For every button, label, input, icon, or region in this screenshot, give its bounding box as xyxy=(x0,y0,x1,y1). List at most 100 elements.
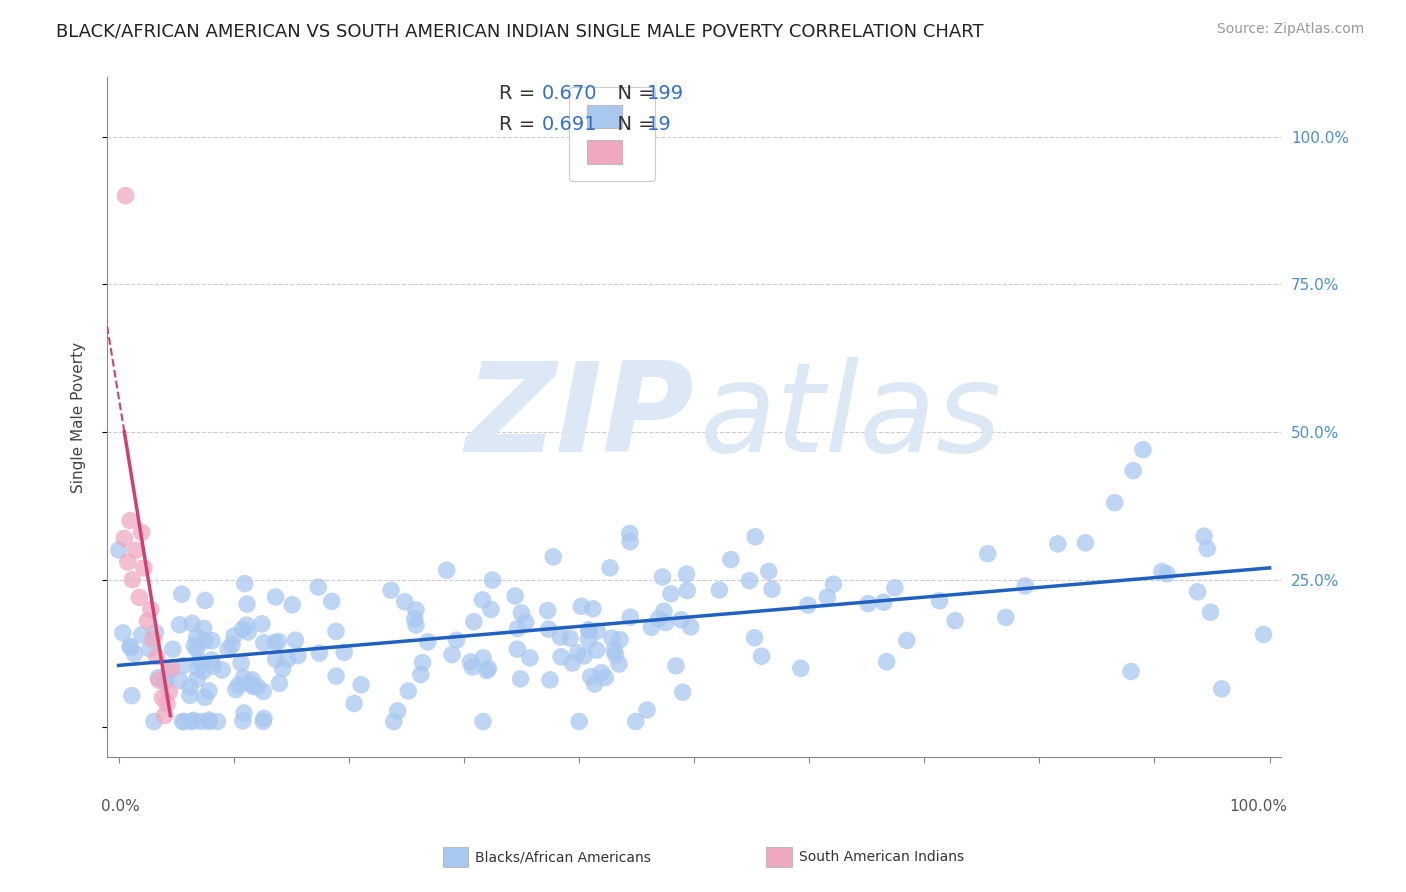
Point xyxy=(264,635,287,649)
Point xyxy=(519,651,541,665)
Point xyxy=(593,671,616,685)
Point xyxy=(1253,627,1275,641)
Text: R =: R = xyxy=(499,115,541,135)
Point xyxy=(232,671,254,685)
Point xyxy=(193,621,215,635)
Point xyxy=(172,658,194,673)
Point xyxy=(536,603,558,617)
Point xyxy=(1156,566,1178,581)
Point xyxy=(117,555,139,569)
Point xyxy=(307,580,329,594)
Point xyxy=(252,714,274,729)
Point xyxy=(720,552,742,566)
Point xyxy=(253,711,276,725)
Point xyxy=(1074,536,1097,550)
Point xyxy=(269,676,291,690)
Point xyxy=(1150,565,1173,579)
Point xyxy=(157,665,180,680)
Point xyxy=(186,672,208,686)
Point xyxy=(201,633,224,648)
Point xyxy=(543,549,565,564)
Point xyxy=(276,652,298,666)
Point xyxy=(221,638,243,652)
Point xyxy=(194,690,217,705)
Point xyxy=(193,664,215,678)
Point xyxy=(600,631,623,645)
Point xyxy=(142,714,165,729)
Point xyxy=(343,697,366,711)
Point xyxy=(409,667,432,681)
Point xyxy=(160,661,183,675)
Point xyxy=(188,654,211,668)
Point xyxy=(561,656,583,670)
Point xyxy=(114,188,136,202)
Point xyxy=(183,714,205,728)
Point xyxy=(619,526,641,541)
Point xyxy=(1014,579,1036,593)
Point xyxy=(250,616,273,631)
Point xyxy=(179,680,201,694)
Point xyxy=(138,641,160,656)
Point xyxy=(479,602,502,616)
Point xyxy=(287,648,309,663)
Point xyxy=(568,714,591,729)
Point xyxy=(120,514,142,528)
Point xyxy=(325,624,347,639)
Point xyxy=(477,662,499,676)
Point xyxy=(654,615,676,630)
Point xyxy=(506,642,529,657)
Point xyxy=(751,649,773,664)
Text: Source: ZipAtlas.com: Source: ZipAtlas.com xyxy=(1216,22,1364,37)
Point xyxy=(232,714,254,728)
Point xyxy=(797,598,820,612)
Point xyxy=(162,642,184,657)
Point xyxy=(252,684,274,698)
Point xyxy=(222,629,245,643)
Point xyxy=(186,642,208,657)
Point xyxy=(574,648,596,663)
Point xyxy=(271,662,294,676)
Point xyxy=(194,593,217,607)
Point xyxy=(405,603,427,617)
Point xyxy=(510,606,533,620)
Point xyxy=(150,690,173,705)
Point xyxy=(236,625,259,640)
Point xyxy=(550,649,572,664)
Point xyxy=(640,620,662,634)
Point xyxy=(856,597,879,611)
Point xyxy=(233,706,256,720)
Point xyxy=(709,582,731,597)
Point xyxy=(350,678,373,692)
Point xyxy=(884,581,907,595)
Point xyxy=(131,525,153,540)
Point xyxy=(202,659,225,673)
Point xyxy=(153,674,176,689)
Point xyxy=(308,646,330,660)
Point xyxy=(190,714,212,729)
Point xyxy=(394,595,416,609)
Point xyxy=(131,628,153,642)
Point xyxy=(235,618,257,632)
Point xyxy=(121,573,143,587)
Point xyxy=(132,561,155,575)
Point xyxy=(118,640,141,654)
Point xyxy=(624,714,647,729)
Point xyxy=(583,677,606,691)
Point xyxy=(1132,442,1154,457)
Point xyxy=(405,618,427,632)
Point xyxy=(267,634,290,648)
Point xyxy=(896,633,918,648)
Point xyxy=(211,663,233,677)
Point xyxy=(155,673,177,688)
Point xyxy=(380,583,402,598)
Text: Blacks/African Americans: Blacks/African Americans xyxy=(475,850,651,864)
Point xyxy=(676,583,699,598)
Point xyxy=(876,655,898,669)
Point xyxy=(264,652,287,666)
Point xyxy=(647,612,669,626)
Text: 0.691: 0.691 xyxy=(541,115,598,135)
Point xyxy=(1192,529,1215,543)
Point xyxy=(281,598,304,612)
Point xyxy=(472,651,495,665)
Point xyxy=(578,632,600,647)
